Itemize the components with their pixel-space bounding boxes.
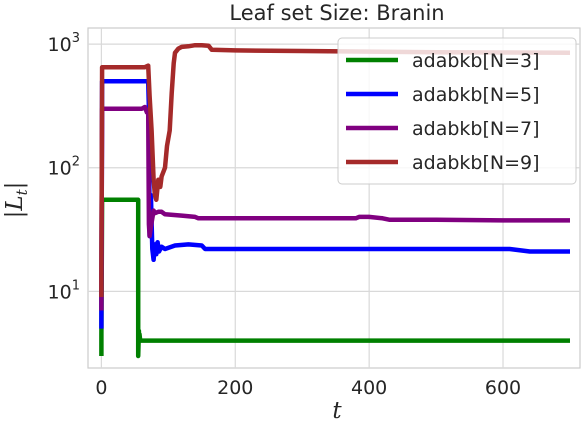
y-tick-label: 102 [48, 155, 80, 180]
legend-label: adabkb[N=5] [412, 84, 540, 106]
x-axis-label: t [332, 398, 342, 424]
series-line-3 [99, 104, 570, 311]
legend-label: adabkb[N=7] [412, 118, 540, 140]
legend-box [337, 37, 577, 185]
x-tick-label: 600 [485, 377, 521, 399]
legend-label: adabkb[N=3] [412, 50, 540, 72]
legend: adabkb[N=3] adabkb[N=5] adabkb[N=7] adabkb[… [337, 37, 577, 185]
chart-title: Leaf set Size: Branin [229, 1, 444, 25]
x-tick-label: 200 [217, 377, 253, 399]
series-line-4 [99, 42, 571, 297]
svg-text:|Lt|: |Lt| [2, 182, 31, 219]
y-axis-label: |Lt| [2, 182, 31, 219]
x-tick-label: 400 [351, 377, 387, 399]
x-tick-label: 0 [95, 377, 107, 399]
tick-layer: 0 200 400 600 101 102 103 [48, 31, 522, 399]
y-tick-label: 101 [48, 278, 80, 303]
legend-label: adabkb[N=9] [412, 152, 540, 174]
series-layer [99, 42, 571, 359]
y-tick-label: 103 [48, 31, 80, 56]
